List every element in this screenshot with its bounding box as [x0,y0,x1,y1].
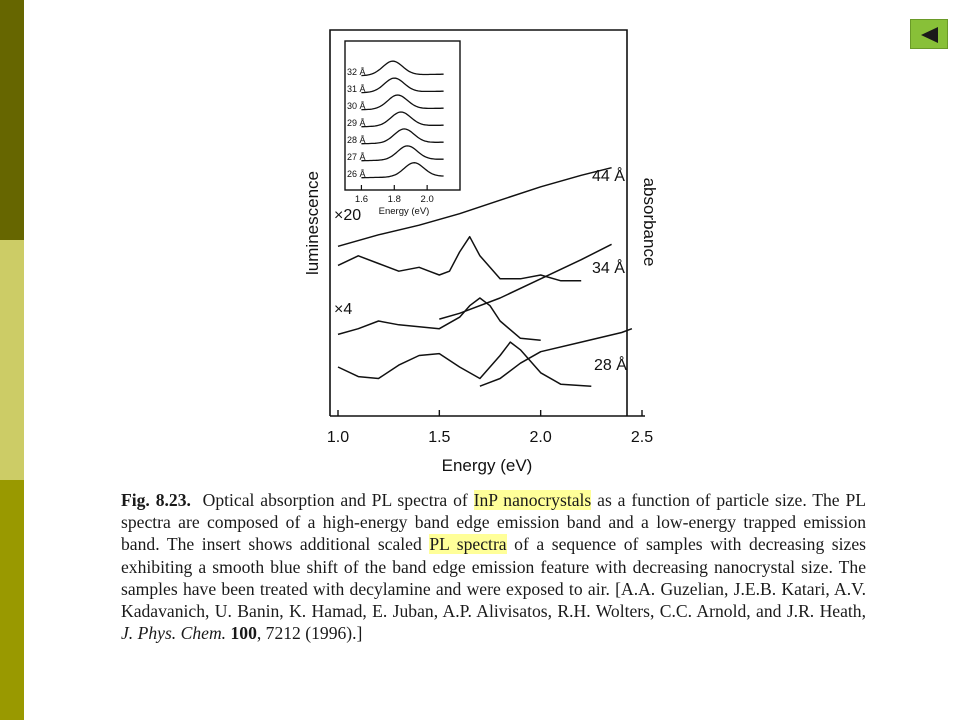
figure-caption: Fig. 8.23. Optical absorption and PL spe… [121,489,866,644]
inset-series-line [361,111,444,128]
curve-label-44: 44 Å [592,166,625,185]
sidebar-band-olive [0,480,24,720]
main-plot-frame [329,29,628,416]
inset-series-label: 32 Å [347,67,366,77]
scale-label-x4: ×4 [334,301,352,318]
caption-text-1: Optical absorption and PL spectra of [202,490,468,510]
curve-label-34: 34 Å [592,258,625,277]
inset-series: 28 Å [347,128,444,145]
x-axis-label: Energy (eV) [442,456,533,475]
caption-highlight-2: PL spectra [429,534,507,555]
triangle-left-icon [921,27,938,43]
inset-series-line [361,60,444,77]
inset-series: 32 Å [347,60,444,77]
series-44-luminescence-line [337,235,582,282]
back-button[interactable] [910,19,948,49]
curve-label-28: 28 Å [594,355,627,374]
inset-series-label: 28 Å [347,135,366,145]
inset-series-line [361,128,444,145]
x-tick-label: 1.0 [327,429,349,446]
inset-series-label: 31 Å [347,84,366,94]
x-tick-label: 1.5 [428,429,450,446]
inset-series-line [361,94,444,111]
sidebar-band-light [0,240,24,480]
inset-plot: 32 Å 31 Å 30 Å 29 Å 28 Å 27 Å 26 Å 1.6 1.8 2.0 E… [344,40,461,217]
series-34-absorbance-line [439,243,612,320]
series-28-luminescence-line [337,341,592,387]
caption-volume: 100 [230,623,257,644]
sidebar-band-dark [0,0,24,240]
inset-series: 30 Å [347,94,444,111]
scale-label-x20: ×20 [334,207,361,224]
inset-series: 31 Å [347,77,444,94]
caption-text-3: of a sequence of samples with decreasing… [121,534,866,622]
inset-series-line [361,77,444,94]
inset-series-label: 30 Å [347,101,366,111]
main-plot: 1.0 1.5 2.0 2.5 Energy (eV) luminescence ab… [303,29,659,475]
caption-journal: J. Phys. Chem. [121,623,227,644]
inset-x-tick-label: 2.0 [421,194,434,205]
x-tick-label: 2.5 [631,429,653,446]
y-axis-label-right: absorbance [640,178,659,267]
inset-series-line [361,162,444,179]
x-tick-label: 2.0 [530,429,552,446]
series-34-luminescence-line [337,297,541,341]
inset-x-tick-label: 1.6 [355,194,368,205]
caption-highlight-1: InP nanocrystals [473,490,592,510]
inset-frame [344,40,461,191]
inset-x-axis-label: Energy (eV) [379,206,430,217]
caption-text-4: , 7212 (1996).] [256,623,363,644]
series-44-absorbance-line [337,166,612,248]
inset-series-line [361,145,444,162]
inset-series: 27 Å [347,145,444,162]
inset-series: 26 Å [347,162,444,179]
caption-figure-number: Fig. 8.23. [121,490,191,510]
inset-series-label: 27 Å [347,152,366,162]
inset-series: 29 Å [347,111,444,128]
inset-series-label: 29 Å [347,118,366,128]
y-axis-label-left: luminescence [303,171,322,275]
caption-text-2: as a function of particle size. The PL s… [121,490,867,555]
inset-x-tick-label: 1.8 [388,194,401,205]
inset-series-label: 26 Å [347,169,366,179]
series-28-absorbance-line [479,327,633,387]
